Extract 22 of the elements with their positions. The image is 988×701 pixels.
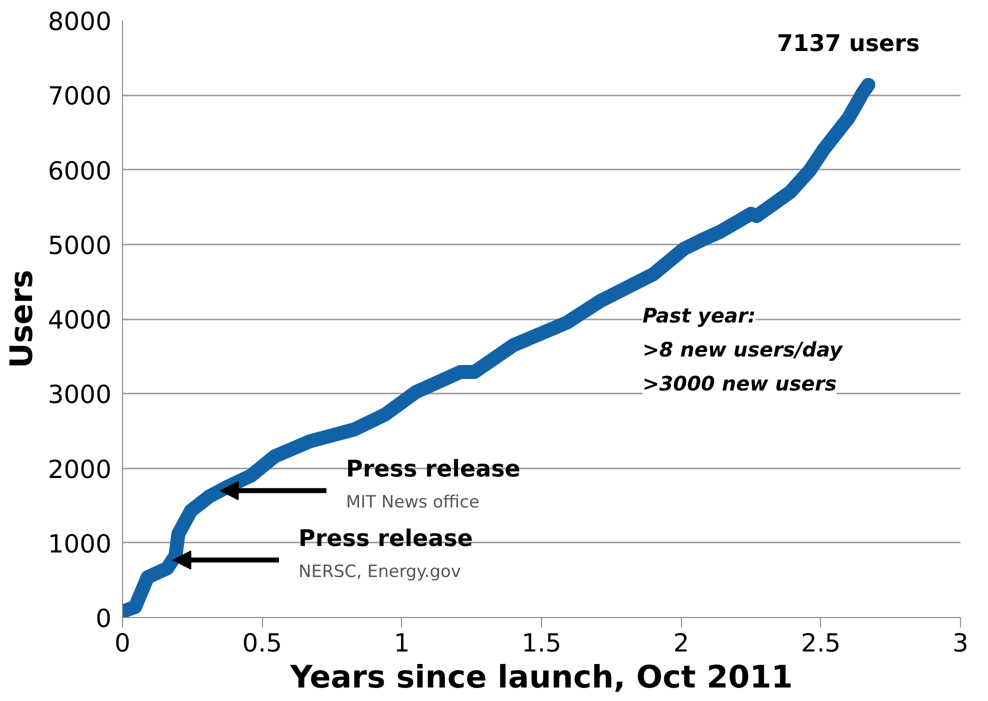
- y-tick-label: 3000: [48, 380, 112, 410]
- annotation: Past year: >8 new users/day >3000 new users: [642, 304, 844, 396]
- x-tick-label: 0.5: [242, 628, 282, 658]
- y-tick-label: 1000: [48, 529, 112, 558]
- x-tick-label: 1.5: [522, 628, 562, 658]
- y-tick-label: 5000: [48, 230, 112, 260]
- y-tick-label: 4000: [48, 306, 112, 334]
- y-axis-title: Users: [4, 270, 40, 368]
- annotation: 7137 users: [776, 30, 920, 57]
- y-tick-label: 0: [96, 604, 112, 633]
- y-tick-label: 7000: [48, 82, 112, 111]
- x-tick-label: 1: [394, 628, 410, 658]
- x-axis-title: Years since launch, Oct 2011: [289, 660, 793, 696]
- x-tick-label: 2.5: [800, 628, 841, 658]
- annotation: Press release NERSC, Energy.gov: [298, 526, 473, 582]
- y-tick-label: 2000: [48, 454, 112, 484]
- y-tick-label: 8000: [48, 7, 112, 36]
- x-tick-label: 3: [952, 628, 968, 658]
- y-tick-label: 6000: [48, 156, 112, 186]
- x-tick-label: 0: [114, 628, 130, 658]
- annotation: Press release MIT News office: [346, 456, 520, 513]
- x-tick-label: 2: [673, 628, 690, 658]
